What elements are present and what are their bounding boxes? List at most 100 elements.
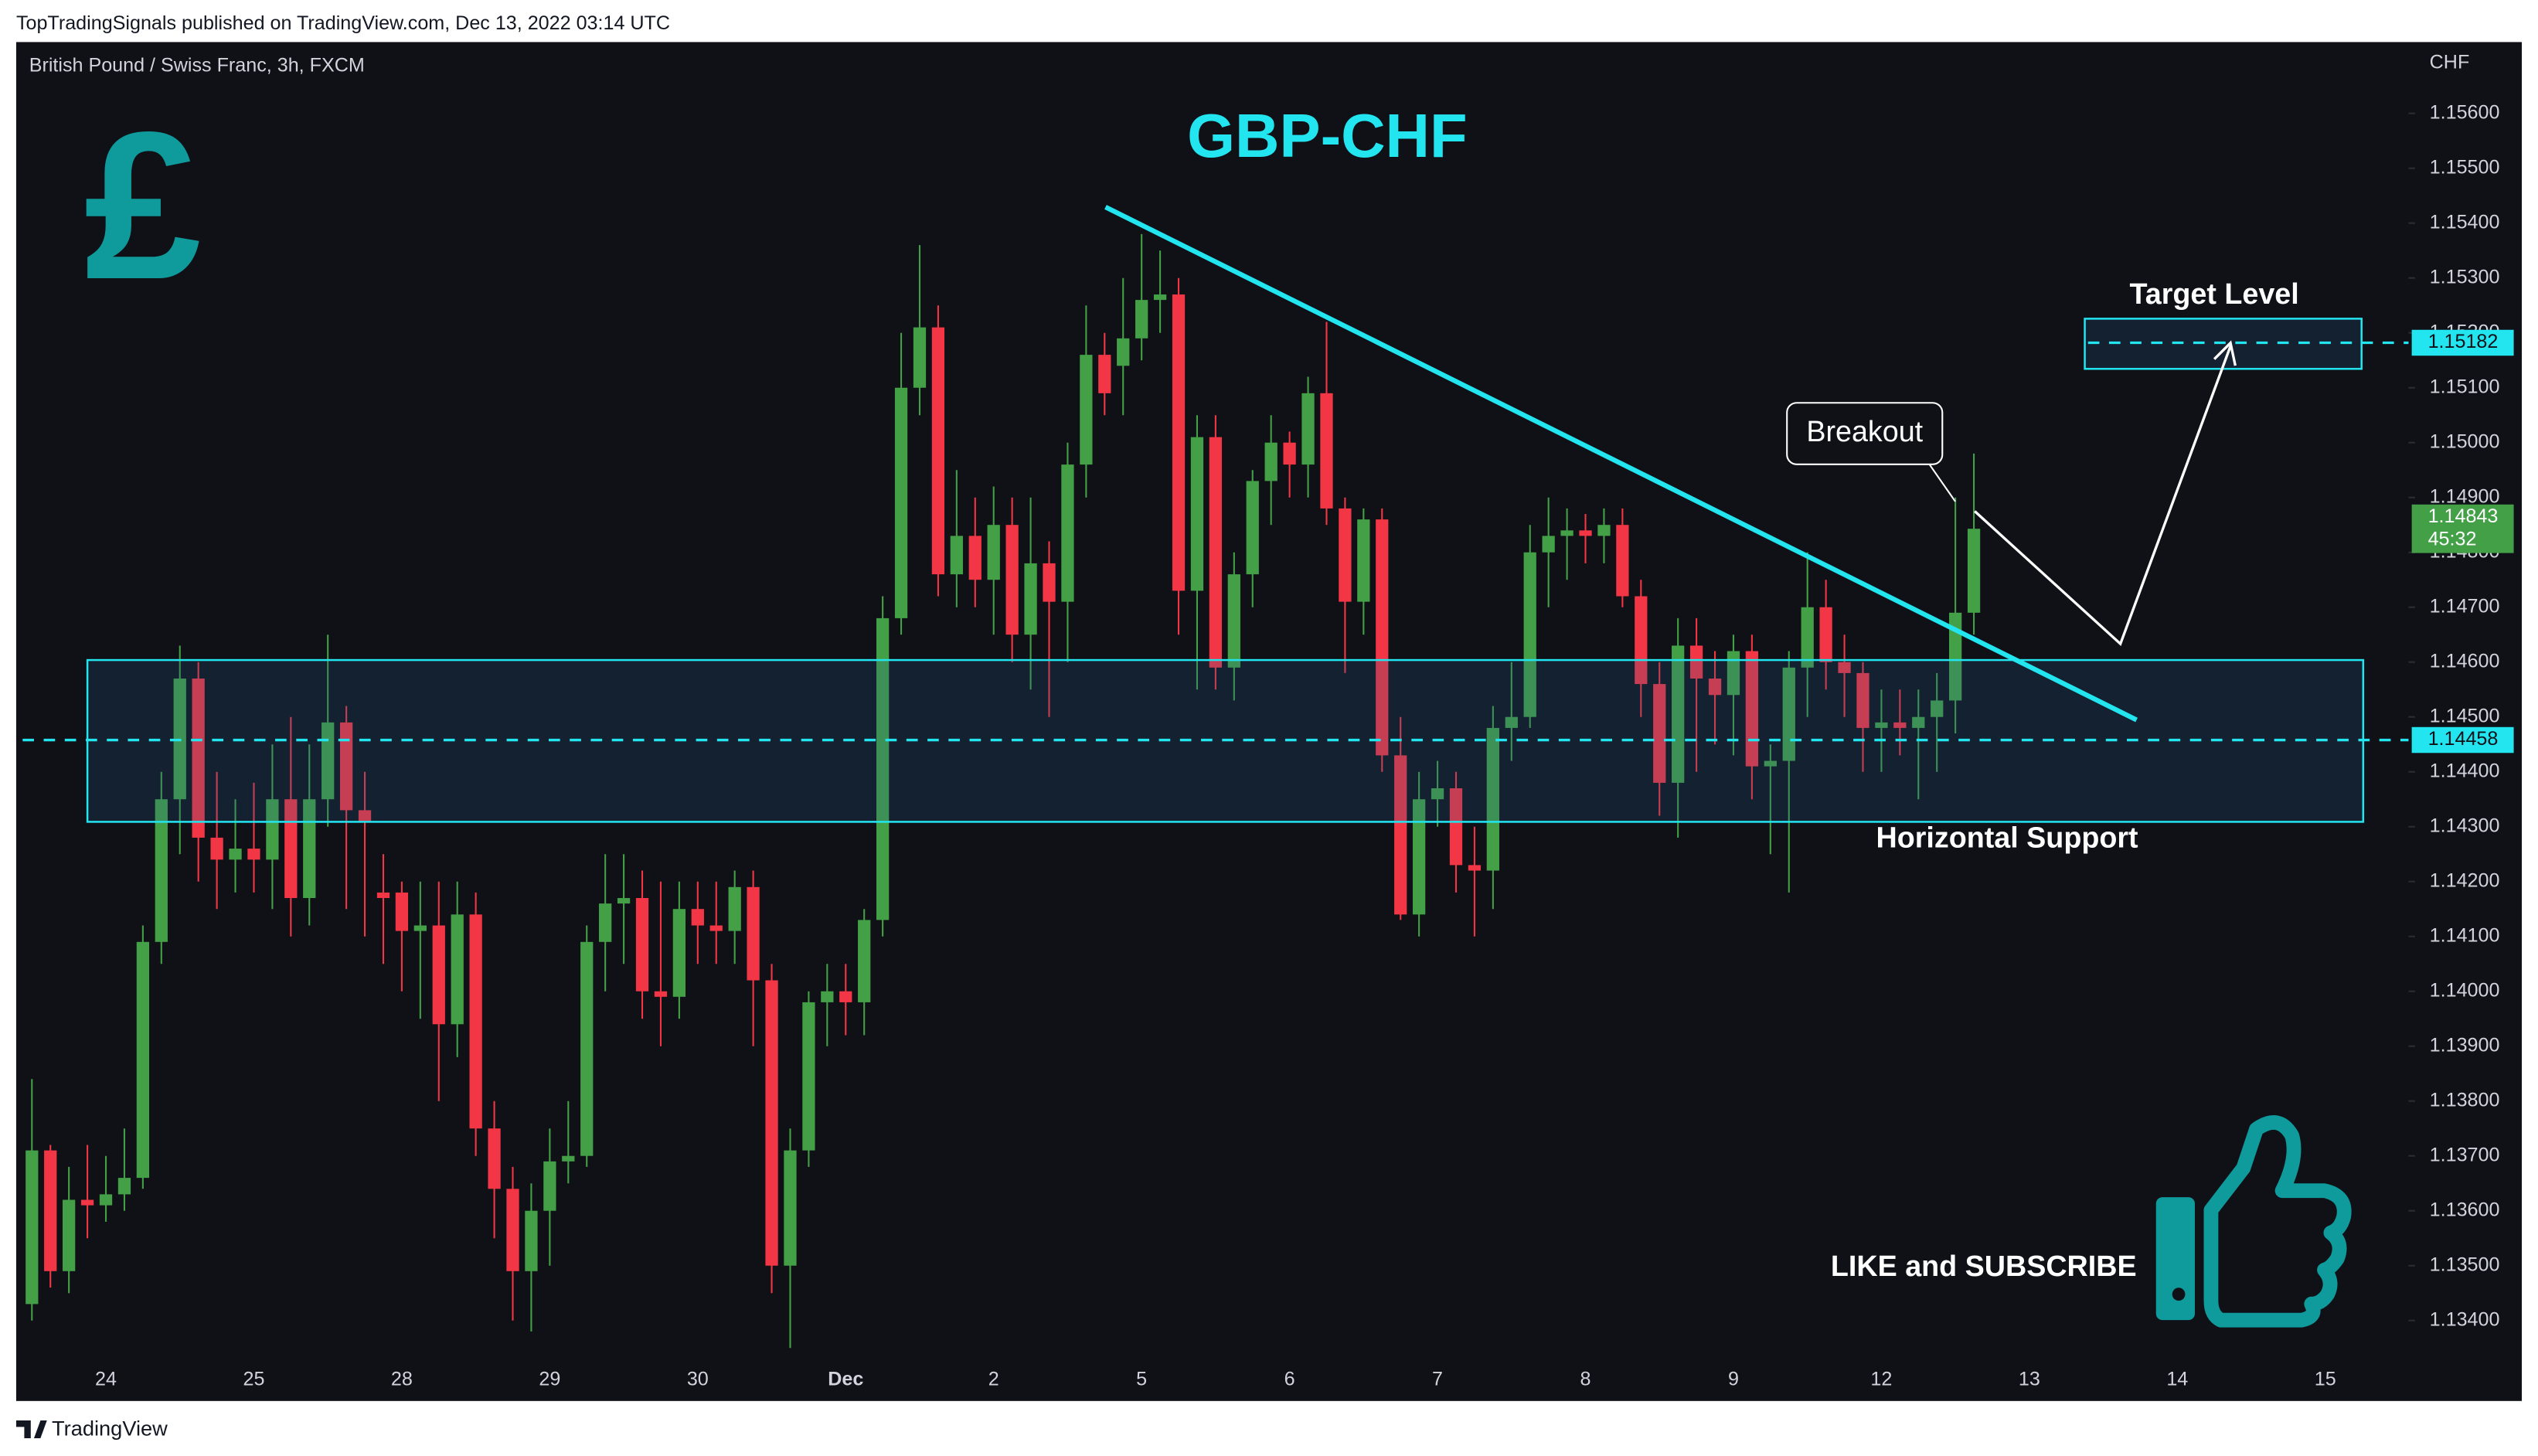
candle-body (968, 536, 982, 580)
x-tick-label: 2 (988, 1368, 999, 1390)
y-tick-label: 1.13800 (2430, 1089, 2500, 1111)
candle-body (1024, 563, 1037, 635)
candle-body (1376, 519, 1389, 756)
candle-body (1061, 464, 1074, 602)
candle-body (1912, 716, 1925, 728)
x-tick-label: 30 (687, 1368, 709, 1390)
y-tick-label: 1.15100 (2430, 376, 2500, 397)
candle-body (1153, 294, 1167, 301)
candle-body (1080, 355, 1093, 465)
candle-body (747, 886, 760, 981)
candle-body (1616, 525, 1629, 597)
candle-body (1209, 437, 1223, 668)
x-tick-label: 28 (391, 1368, 413, 1390)
candles (26, 233, 1981, 1349)
y-tick-label: 1.15300 (2430, 266, 2500, 287)
candle-body (339, 722, 353, 811)
target-label: Target Level (2130, 277, 2299, 310)
candle-body (1412, 799, 1426, 915)
candle-body (136, 941, 150, 1179)
candle-body (1838, 662, 1851, 673)
candle-body (1745, 651, 1759, 767)
chart-panel (15, 42, 2523, 1401)
candle-body (1542, 536, 1555, 553)
y-tick-label: 1.14000 (2430, 979, 2500, 1001)
last-price-label: 1.14843 (2428, 505, 2499, 527)
breakout-pointer (1928, 464, 1956, 502)
candle-body (1579, 530, 1592, 536)
candle-body (1597, 525, 1611, 536)
candle-body (1098, 355, 1111, 393)
y-tick-label: 1.14900 (2430, 485, 2500, 507)
thumbs-up-icon (2155, 1115, 2352, 1328)
candle-body (599, 903, 612, 942)
candle-body (1172, 294, 1186, 591)
footer-logo (15, 1420, 47, 1438)
candle-body (858, 920, 871, 1002)
candle-body (635, 898, 649, 992)
candle-body (44, 1150, 57, 1271)
candle-body (1449, 788, 1463, 866)
y-tick-label: 1.14400 (2430, 760, 2500, 781)
candle-body (413, 925, 427, 931)
candle-body (80, 1199, 94, 1206)
candle-body (1246, 481, 1259, 575)
x-tick-label: 24 (95, 1368, 117, 1390)
candle-body (210, 837, 223, 860)
candle-body (876, 617, 890, 920)
candle-body (1357, 519, 1370, 602)
candle-body (1117, 338, 1130, 366)
candle-body (1431, 788, 1444, 800)
trend-line (1104, 205, 2138, 723)
candle-body (950, 536, 963, 575)
arrow-head (2213, 340, 2237, 366)
candle-body (821, 991, 834, 1002)
candle-body (1505, 716, 1518, 728)
x-tick-label: 5 (1136, 1368, 1147, 1390)
candle-body (63, 1199, 76, 1271)
candle-body (617, 898, 631, 904)
candle-body (562, 1155, 575, 1162)
publisher-line: TopTradingSignals published on TradingVi… (16, 12, 670, 34)
candle-body (1653, 684, 1666, 783)
x-tick-label: 14 (2166, 1368, 2188, 1390)
last-price-badge (2411, 504, 2514, 553)
footer: TradingView (15, 1417, 168, 1441)
symbol-label: British Pound / Swiss Franc, 3h, FXCM (29, 54, 365, 76)
candle-body (192, 679, 205, 838)
candle-body (987, 525, 1000, 580)
y-tick-label: 1.14100 (2430, 924, 2500, 946)
y-tick-label: 1.14300 (2430, 815, 2500, 836)
candle-body (839, 991, 852, 1002)
candle-body (266, 799, 279, 860)
candle-body (26, 1150, 39, 1305)
candle-body (284, 799, 298, 899)
candle-body (358, 810, 372, 822)
y-tick-label: 1.14200 (2430, 869, 2500, 891)
candle-body (1727, 651, 1740, 696)
candle-body (709, 925, 723, 931)
candle-body (1486, 727, 1499, 871)
x-tick-label: 15 (2315, 1368, 2336, 1390)
candle-body (1043, 563, 1056, 602)
price-badge (2411, 329, 2514, 356)
candle-body (1523, 552, 1536, 717)
candle-body (728, 886, 741, 931)
candle-body (765, 980, 778, 1266)
x-tick-label: 9 (1728, 1368, 1739, 1390)
x-tick-label: 29 (539, 1368, 560, 1390)
candle-body (1689, 645, 1703, 679)
support-label: Horizontal Support (1876, 821, 2138, 853)
candle-body (432, 925, 445, 1025)
candle-body (1782, 667, 1795, 761)
candle-body (543, 1161, 556, 1211)
candle-body (1948, 612, 1962, 701)
candle-body (1560, 530, 1573, 536)
candle-body (1227, 574, 1240, 668)
x-tick-label: 12 (1870, 1368, 1892, 1390)
candle-body (1708, 679, 1722, 696)
candle-body (1967, 529, 1981, 613)
x-tick-label: Dec (828, 1368, 863, 1390)
candle-body (1005, 525, 1019, 635)
